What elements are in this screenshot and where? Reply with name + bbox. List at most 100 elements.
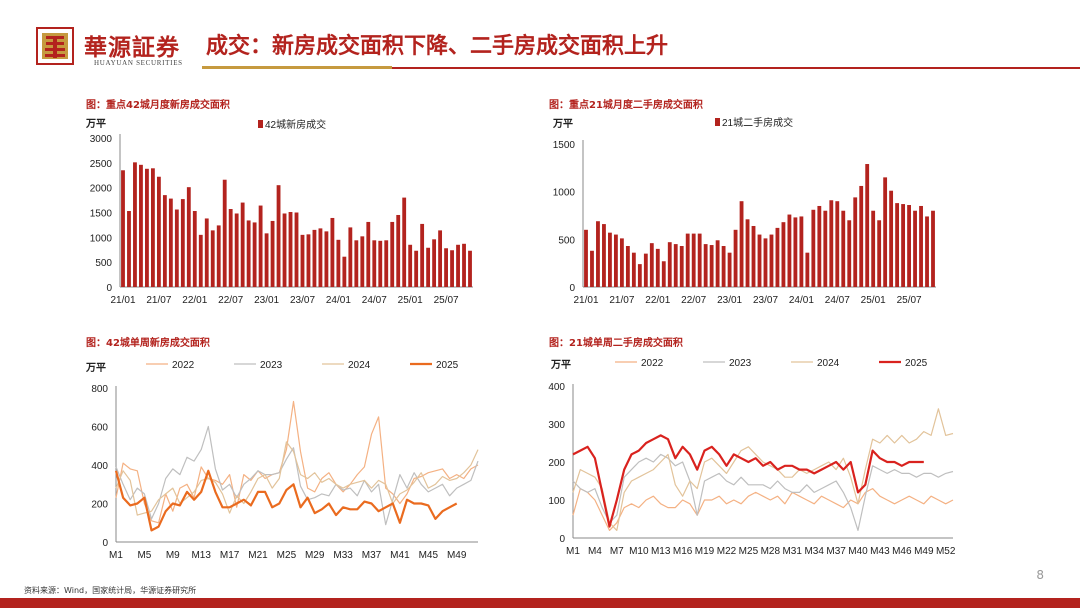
chart-21city-monthly-resale: 万平 21城二手房成交 0 500 1000 1500 21/01 21/07 22/01 22/… bbox=[552, 116, 936, 306]
bar bbox=[432, 239, 437, 287]
bar bbox=[450, 250, 454, 287]
bar bbox=[312, 229, 317, 287]
x-tick-label: M13 bbox=[191, 550, 211, 561]
bar bbox=[847, 220, 852, 287]
bar bbox=[596, 221, 600, 287]
bar bbox=[721, 246, 726, 287]
bar bbox=[150, 168, 155, 287]
bar bbox=[420, 223, 425, 287]
bar bbox=[127, 211, 131, 287]
page-title: 成交：新房成交面积下降、二手房成交面积上升 bbox=[206, 33, 669, 59]
x-tick-label: 22/07 bbox=[218, 295, 243, 306]
x-tick-label: M37 bbox=[826, 546, 846, 557]
bar bbox=[192, 211, 197, 287]
x-tick-label: M43 bbox=[870, 546, 890, 557]
y-tick-label: 0 bbox=[559, 534, 565, 545]
title-rule-red bbox=[392, 67, 1080, 69]
bar bbox=[240, 202, 245, 287]
x-tick-label: M29 bbox=[305, 550, 325, 561]
series-line-2024 bbox=[115, 441, 479, 516]
x-tick-label: 21/01 bbox=[110, 295, 135, 306]
bar bbox=[703, 244, 708, 287]
y-tick-label: 0 bbox=[569, 283, 575, 294]
x-tick-label: M31 bbox=[782, 546, 802, 557]
x-tick-label: M33 bbox=[333, 550, 353, 561]
x-tick-label: M21 bbox=[248, 550, 268, 561]
bar bbox=[402, 197, 407, 287]
x-tick-label: M49 bbox=[914, 546, 934, 557]
x-tick-label: 24/07 bbox=[362, 295, 387, 306]
chart-42city-weekly-new-home: 万平 2022 2023 2024 2025 0 200 400 600 800 M1 M5 M9 M13… bbox=[85, 360, 479, 561]
x-tick-label: M19 bbox=[695, 546, 715, 557]
x-tick-label: 22/01 bbox=[645, 295, 670, 306]
bar bbox=[426, 247, 431, 287]
x-tick-label: 23/07 bbox=[290, 295, 315, 306]
bar bbox=[252, 222, 257, 287]
bar bbox=[210, 230, 215, 287]
x-tick-label: 24/01 bbox=[326, 295, 351, 306]
bar bbox=[715, 240, 720, 287]
y-tick-label: 200 bbox=[548, 458, 565, 469]
bar bbox=[901, 204, 906, 287]
bar bbox=[330, 217, 335, 287]
x-tick-label: M13 bbox=[651, 546, 671, 557]
bar bbox=[829, 200, 834, 287]
legend-label-2023: 2023 bbox=[260, 360, 283, 371]
legend-label-2025: 2025 bbox=[905, 358, 928, 369]
y-tick-label: 2500 bbox=[90, 159, 113, 170]
source-note: 资料来源：Wind，国家统计局，华源证券研究所 bbox=[24, 586, 197, 595]
bar bbox=[649, 243, 654, 287]
x-tick-label: M25 bbox=[277, 550, 297, 561]
x-tick-label: M22 bbox=[717, 546, 737, 557]
bar bbox=[306, 234, 311, 287]
bar bbox=[685, 233, 690, 287]
bar bbox=[270, 220, 275, 287]
bar bbox=[342, 256, 347, 287]
series-line-2022 bbox=[572, 488, 954, 531]
x-tick-label: 21/07 bbox=[609, 295, 634, 306]
bar bbox=[121, 170, 125, 287]
x-tick-label: M34 bbox=[804, 546, 824, 557]
series-line-2025 bbox=[572, 434, 924, 528]
y-tick-label: 600 bbox=[91, 423, 108, 434]
bar bbox=[468, 250, 472, 287]
bar bbox=[925, 216, 929, 287]
bar bbox=[793, 217, 798, 287]
bar bbox=[811, 209, 816, 287]
bar bbox=[186, 187, 191, 287]
y-tick-label: 500 bbox=[558, 235, 575, 246]
bar bbox=[817, 205, 822, 287]
bar bbox=[667, 242, 672, 287]
x-tick-label: 23/01 bbox=[717, 295, 742, 306]
x-tick-label: 25/07 bbox=[897, 295, 922, 306]
x-tick-label: 25/07 bbox=[434, 295, 459, 306]
bar bbox=[133, 162, 137, 287]
bar bbox=[288, 212, 293, 287]
x-tick-label: 23/07 bbox=[753, 295, 778, 306]
x-tick-label: M41 bbox=[390, 550, 410, 561]
bar bbox=[631, 252, 636, 287]
legend-label: 42城新房成交 bbox=[265, 118, 326, 131]
x-tick-label: M16 bbox=[673, 546, 693, 557]
x-tick-label: M52 bbox=[936, 546, 956, 557]
y-tick-label: 400 bbox=[91, 461, 108, 472]
legend-label-2025: 2025 bbox=[436, 360, 459, 371]
bar bbox=[174, 209, 179, 287]
bar bbox=[625, 246, 630, 287]
bar bbox=[781, 222, 786, 287]
x-tick-label: M28 bbox=[761, 546, 781, 557]
bar bbox=[895, 203, 900, 287]
x-tick-label: 21/07 bbox=[146, 295, 171, 306]
x-tick-label: 24/07 bbox=[825, 295, 850, 306]
brand-name: 華源証券 bbox=[84, 34, 180, 61]
y-tick-label: 400 bbox=[548, 382, 565, 393]
y-unit-label: 万平 bbox=[85, 118, 106, 130]
chart-21city-weekly-resale: 万平 2022 2023 2024 2025 0 100 200 300 400 M1 M4 M7 M10… bbox=[548, 358, 956, 557]
legend-label-2022: 2022 bbox=[641, 358, 664, 369]
y-unit-label: 万平 bbox=[552, 118, 573, 130]
chart4-caption: 图：21城单周二手房成交面积 bbox=[549, 338, 683, 349]
bar bbox=[180, 199, 185, 287]
chart2-caption: 图：重点21城月度二手房成交面积 bbox=[549, 100, 703, 111]
x-tick-label: 22/07 bbox=[681, 295, 706, 306]
x-tick-label: 24/01 bbox=[789, 295, 814, 306]
